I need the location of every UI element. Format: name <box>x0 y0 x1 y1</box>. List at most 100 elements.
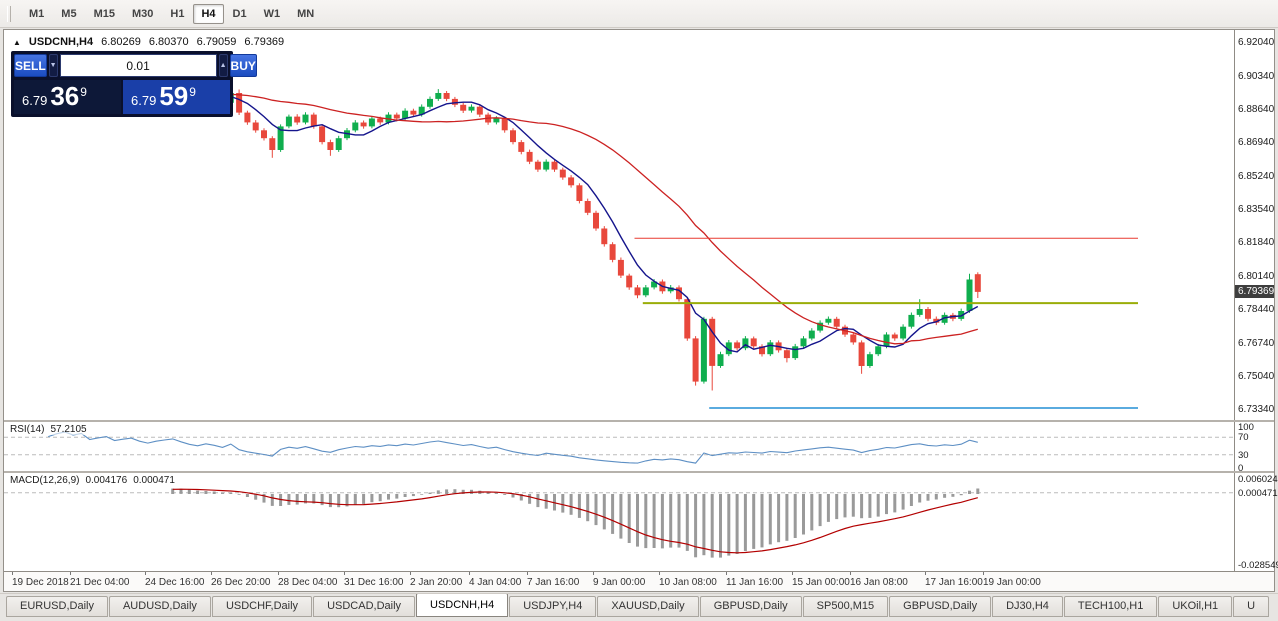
time-axis-tick <box>593 572 594 575</box>
chart-tab[interactable]: SP500,M15 <box>802 596 889 617</box>
price-scale-label: 6.83540 <box>1238 204 1275 215</box>
time-axis-label: 26 Dec 20:00 <box>211 577 271 588</box>
macd-name: MACD(12,26,9) <box>10 475 80 486</box>
time-axis-tick <box>726 572 727 575</box>
pane-splitter[interactable] <box>4 471 1274 473</box>
chart-tab[interactable]: USDCNH,H4 <box>416 594 509 617</box>
ohlc-open: 6.80269 <box>101 36 141 48</box>
macd-histogram <box>171 488 980 558</box>
price-scale-label: 6.85240 <box>1238 171 1275 182</box>
macd-scale-label: 0.006024 <box>1238 474 1278 485</box>
timeframe-button-M30[interactable]: M30 <box>124 4 161 24</box>
ma-slow-line <box>222 93 978 345</box>
buy-price-quote[interactable]: 6.79 599 <box>123 80 230 114</box>
timeframe-button-MN[interactable]: MN <box>289 4 322 24</box>
time-axis-label: 31 Dec 16:00 <box>344 577 404 588</box>
price-scale-label: 6.75040 <box>1238 371 1275 382</box>
sell-price-big-digits: 36 <box>50 81 80 111</box>
chart-tab[interactable]: USDJPY,H4 <box>509 596 597 617</box>
time-axis-label: 17 Jan 16:00 <box>925 577 983 588</box>
timeframe-button-M15[interactable]: M15 <box>86 4 123 24</box>
price-scale-label: 6.86940 <box>1238 137 1275 148</box>
timeframe-button-H1[interactable]: H1 <box>162 4 192 24</box>
chart-tab[interactable]: USDCHF,Daily <box>211 596 313 617</box>
price-scale[interactable]: 6.79369 6.92040 6.90340 6.88640 6.86940 6.85… <box>1234 30 1274 420</box>
lot-decrease-button[interactable]: ▼ <box>48 54 58 77</box>
time-axis-label: 11 Jan 16:00 <box>726 577 784 588</box>
ohlc-low: 6.79059 <box>196 36 237 48</box>
rsi-scale-label: 100 <box>1238 422 1254 433</box>
macd-signal-line <box>172 488 978 554</box>
time-axis[interactable]: 19 Dec 2018 21 Dec 04:00 24 Dec 16:00 26 De… <box>4 571 1274 591</box>
price-scale-label: 6.76740 <box>1238 338 1275 349</box>
time-axis-label: 4 Jan 04:00 <box>469 577 522 588</box>
macd-indicator-label: MACD(12,26,9) 0.004176 0.000471 <box>10 475 175 486</box>
price-scale-label: 6.78440 <box>1238 304 1275 315</box>
time-axis-tick <box>344 572 345 575</box>
time-axis-label: 19 Jan 00:00 <box>983 577 1041 588</box>
rsi-indicator-label: RSI(14) 57.2105 <box>10 424 87 435</box>
chart-tab[interactable]: EURUSD,Daily <box>6 596 108 617</box>
timeframe-button-M5[interactable]: M5 <box>53 4 84 24</box>
chart-tab[interactable]: XAUUSD,Daily <box>597 596 699 617</box>
time-axis-tick <box>659 572 660 575</box>
buy-button[interactable]: BUY <box>229 54 257 77</box>
chart-tab-bar: EURUSD,Daily AUDUSD,Daily USDCHF,Daily USDC… <box>0 593 1278 621</box>
time-axis-tick <box>850 572 851 575</box>
macd-signal-value: 0.000471 <box>133 475 175 486</box>
pane-splitter[interactable] <box>4 420 1274 422</box>
sell-price-quote[interactable]: 6.79 369 <box>14 80 121 114</box>
time-axis-label: 7 Jan 16:00 <box>527 577 580 588</box>
rsi-scale-label: 30 <box>1238 450 1249 461</box>
chevron-up-icon: ▲ <box>219 62 227 69</box>
lot-size-input[interactable] <box>59 54 217 77</box>
chevron-down-icon: ▼ <box>49 62 57 69</box>
price-pane: ▲ USDCNH,H4 6.80269 6.80370 6.79059 6.79… <box>4 30 1274 420</box>
buy-price-prefix: 6.79 <box>131 93 157 108</box>
chart-tab[interactable]: U <box>1233 596 1270 617</box>
chart-tab[interactable]: DJ30,H4 <box>992 596 1063 617</box>
ohlc-close: 6.79369 <box>244 36 285 48</box>
timeframe-button-D1[interactable]: D1 <box>225 4 255 24</box>
chart-ohlc-info: ▲ USDCNH,H4 6.80269 6.80370 6.79059 6.79… <box>13 36 284 48</box>
macd-canvas[interactable] <box>4 473 1234 571</box>
buy-price-big-digits: 59 <box>159 81 189 111</box>
chart-tab[interactable]: AUDUSD,Daily <box>108 596 211 617</box>
candles <box>12 80 981 391</box>
chart-tab[interactable]: USDCAD,Daily <box>313 596 416 617</box>
rsi-scale-label: 0 <box>1238 463 1244 474</box>
macd-scale: 0.006024 0.000471 -0.028549 <box>1234 473 1278 571</box>
chart-tab[interactable]: UKOil,H1 <box>1158 596 1233 617</box>
chart-tab[interactable]: GBPUSD,Daily <box>889 596 992 617</box>
price-scale-label: 6.73340 <box>1238 404 1275 415</box>
time-axis-label: 9 Jan 00:00 <box>593 577 646 588</box>
sell-button[interactable]: SELL <box>14 54 47 77</box>
macd-scale-label: 0.000471 <box>1238 488 1278 499</box>
price-scale-label: 6.81840 <box>1238 237 1275 248</box>
sell-price-pip-digit: 9 <box>80 85 87 99</box>
current-price-badge: 6.79369 <box>1235 285 1274 298</box>
toolbar-grip-handle[interactable] <box>7 5 11 22</box>
price-scale-label: 6.80140 <box>1238 271 1275 282</box>
timeframe-button-H4[interactable]: H4 <box>193 3 224 24</box>
chart-symbol: USDCNH,H4 <box>28 36 94 48</box>
time-axis-label: 19 Dec 2018 <box>12 577 69 588</box>
chart-tab[interactable]: GBPUSD,Daily <box>699 596 802 617</box>
rsi-scale-label: 70 <box>1238 432 1249 443</box>
sell-price-prefix: 6.79 <box>22 93 48 108</box>
price-scale-label: 6.92040 <box>1238 37 1275 48</box>
macd-value: 0.004176 <box>85 475 128 486</box>
lot-increase-button[interactable]: ▲ <box>218 54 228 77</box>
time-axis-tick <box>145 572 146 575</box>
timeframe-button-M1[interactable]: M1 <box>21 4 52 24</box>
rsi-canvas[interactable] <box>4 422 1234 471</box>
chart-tab[interactable]: TECH100,H1 <box>1063 596 1158 617</box>
ma-fast-line <box>56 88 979 353</box>
time-axis-label: 2 Jan 20:00 <box>410 577 463 588</box>
timeframe-button-W1[interactable]: W1 <box>256 4 289 24</box>
time-axis-tick <box>70 572 71 575</box>
time-axis-tick <box>278 572 279 575</box>
macd-scale-label: -0.028549 <box>1238 560 1278 571</box>
time-axis-tick <box>527 572 528 575</box>
